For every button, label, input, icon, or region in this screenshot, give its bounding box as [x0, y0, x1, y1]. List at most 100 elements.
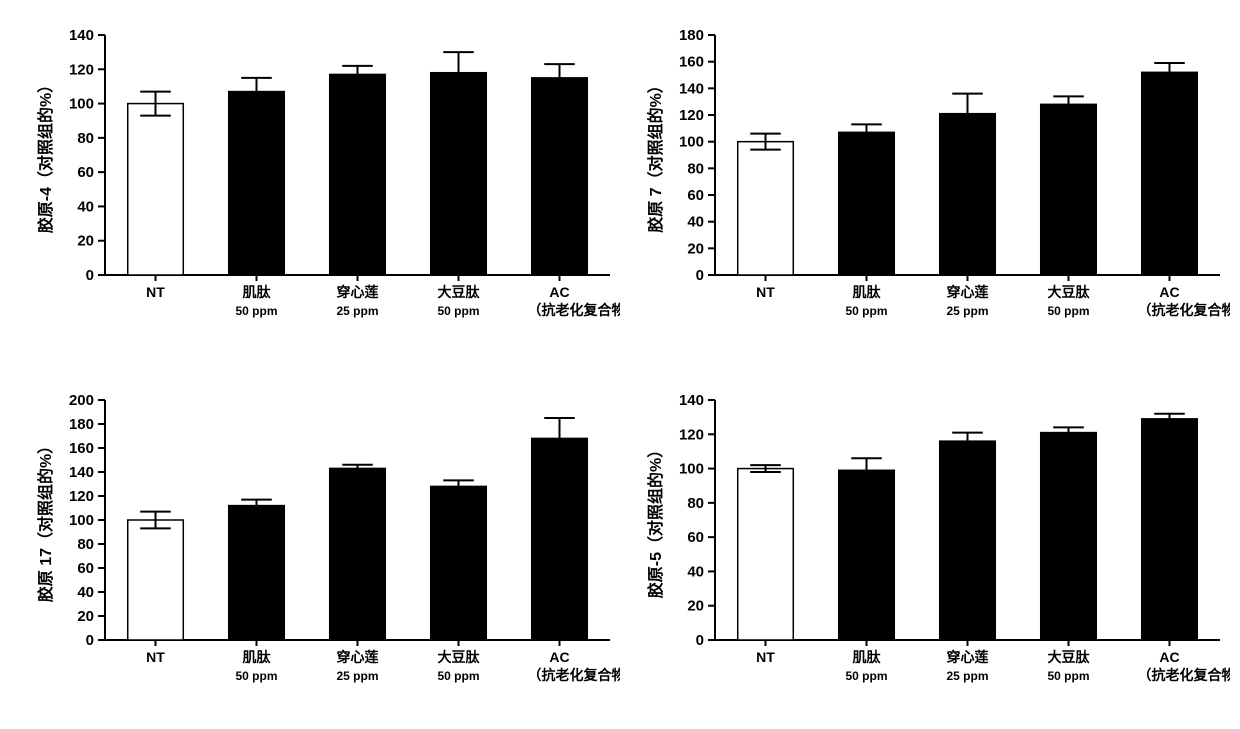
- y-tick-label: 100: [69, 512, 94, 529]
- category-label: NT: [756, 284, 775, 300]
- bar: [1142, 419, 1198, 640]
- category-label: 大豆肽: [438, 649, 481, 665]
- category-sublabel: 25 ppm: [336, 304, 378, 318]
- y-tick-label: 180: [679, 27, 704, 44]
- category-label: 穿心莲: [337, 284, 379, 300]
- y-axis-label: 胶原-5（对照组的%）: [646, 442, 665, 598]
- y-tick-label: 20: [687, 598, 704, 615]
- y-tick-label: 180: [69, 416, 94, 433]
- bar: [330, 74, 386, 275]
- category-sublabel: 25 ppm: [336, 669, 378, 683]
- category-label: AC: [549, 284, 569, 300]
- y-tick-label: 40: [687, 563, 704, 580]
- bar: [1142, 72, 1198, 275]
- category-label: 肌肽: [243, 649, 272, 665]
- y-tick-label: 120: [679, 107, 704, 124]
- y-tick-label: 140: [69, 464, 94, 481]
- category-sublabel: （抗老化复合物）: [1138, 302, 1231, 318]
- y-tick-label: 80: [77, 536, 94, 553]
- y-tick-label: 100: [679, 134, 704, 151]
- y-tick-label: 80: [687, 160, 704, 177]
- y-tick-label: 140: [679, 392, 704, 409]
- category-sublabel: 50 ppm: [845, 304, 887, 318]
- category-label: AC: [1159, 649, 1179, 665]
- category-label: 穿心莲: [337, 649, 379, 665]
- bar: [839, 470, 895, 640]
- bar-chart-grid: 0 20 40 60 80 100 120 140 胶原-4（对照组的%） NT 肌肽 50 ppm 穿…: [0, 0, 1240, 729]
- category-label: 大豆肽: [1048, 649, 1091, 665]
- chart-panel-col17: 0 20 40 60 80 100 120 140 160 180 200 胶原 17（对照组的%） N…: [30, 385, 620, 710]
- category-label: NT: [756, 649, 775, 665]
- y-tick-label: 140: [69, 27, 94, 44]
- bar: [1041, 104, 1097, 275]
- bar: [431, 73, 487, 275]
- y-tick-label: 200: [69, 392, 94, 409]
- y-tick-label: 40: [77, 198, 94, 215]
- y-tick-label: 60: [687, 187, 704, 204]
- y-axis-label: 胶原 17（对照组的%）: [36, 438, 55, 602]
- bar: [128, 104, 184, 275]
- y-tick-label: 80: [687, 495, 704, 512]
- y-tick-label: 0: [86, 267, 94, 284]
- bar: [940, 441, 996, 640]
- y-axis-label: 胶原 7（对照组的%）: [646, 77, 665, 233]
- y-tick-label: 120: [679, 426, 704, 443]
- y-tick-label: 60: [687, 529, 704, 546]
- bar: [229, 92, 285, 275]
- category-label: NT: [146, 284, 165, 300]
- bar: [738, 469, 794, 640]
- y-tick-label: 60: [77, 164, 94, 181]
- y-tick-label: 60: [77, 560, 94, 577]
- category-label: 肌肽: [853, 649, 882, 665]
- y-tick-label: 0: [86, 632, 94, 649]
- category-sublabel: （抗老化复合物）: [1138, 667, 1231, 683]
- category-sublabel: 50 ppm: [1047, 304, 1089, 318]
- bar: [229, 506, 285, 640]
- bar: [1041, 433, 1097, 640]
- category-sublabel: 25 ppm: [946, 669, 988, 683]
- category-sublabel: （抗老化复合物）: [528, 667, 621, 683]
- category-sublabel: 50 ppm: [235, 304, 277, 318]
- chart-panel-col4: 0 20 40 60 80 100 120 140 胶原-4（对照组的%） NT 肌肽 50 ppm 穿…: [30, 20, 620, 345]
- category-sublabel: 25 ppm: [946, 304, 988, 318]
- y-tick-label: 40: [687, 214, 704, 231]
- bar: [431, 486, 487, 640]
- y-tick-label: 140: [679, 80, 704, 97]
- y-tick-label: 0: [696, 632, 704, 649]
- y-tick-label: 20: [77, 233, 94, 250]
- category-sublabel: 50 ppm: [1047, 669, 1089, 683]
- chart-panel-col7: 0 20 40 60 80 100 120 140 160 180 胶原 7（对照组的%） NT 肌肽 5…: [640, 20, 1230, 345]
- y-tick-label: 120: [69, 61, 94, 78]
- bar: [738, 142, 794, 275]
- category-sublabel: 50 ppm: [235, 669, 277, 683]
- y-tick-label: 160: [69, 440, 94, 457]
- y-tick-label: 100: [679, 461, 704, 478]
- bar: [839, 132, 895, 275]
- category-label: 大豆肽: [1048, 284, 1091, 300]
- y-tick-label: 80: [77, 130, 94, 147]
- y-axis-label: 胶原-4（对照组的%）: [36, 77, 55, 233]
- y-tick-label: 120: [69, 488, 94, 505]
- y-tick-label: 100: [69, 96, 94, 113]
- y-tick-label: 20: [77, 608, 94, 625]
- bar: [532, 78, 588, 275]
- category-label: 穿心莲: [947, 284, 989, 300]
- category-sublabel: （抗老化复合物）: [528, 302, 621, 318]
- chart-panel-col5: 0 20 40 60 80 100 120 140 胶原-5（对照组的%） NT 肌肽 50 ppm 穿…: [640, 385, 1230, 710]
- category-sublabel: 50 ppm: [437, 669, 479, 683]
- category-label: 大豆肽: [438, 284, 481, 300]
- y-tick-label: 40: [77, 584, 94, 601]
- category-label: 肌肽: [853, 284, 882, 300]
- category-label: AC: [1159, 284, 1179, 300]
- category-label: 穿心莲: [947, 649, 989, 665]
- y-tick-label: 20: [687, 240, 704, 257]
- bar: [330, 468, 386, 640]
- category-label: NT: [146, 649, 165, 665]
- bar: [128, 520, 184, 640]
- category-sublabel: 50 ppm: [437, 304, 479, 318]
- y-tick-label: 0: [696, 267, 704, 284]
- bar: [532, 438, 588, 640]
- y-tick-label: 160: [679, 54, 704, 71]
- category-sublabel: 50 ppm: [845, 669, 887, 683]
- category-label: 肌肽: [243, 284, 272, 300]
